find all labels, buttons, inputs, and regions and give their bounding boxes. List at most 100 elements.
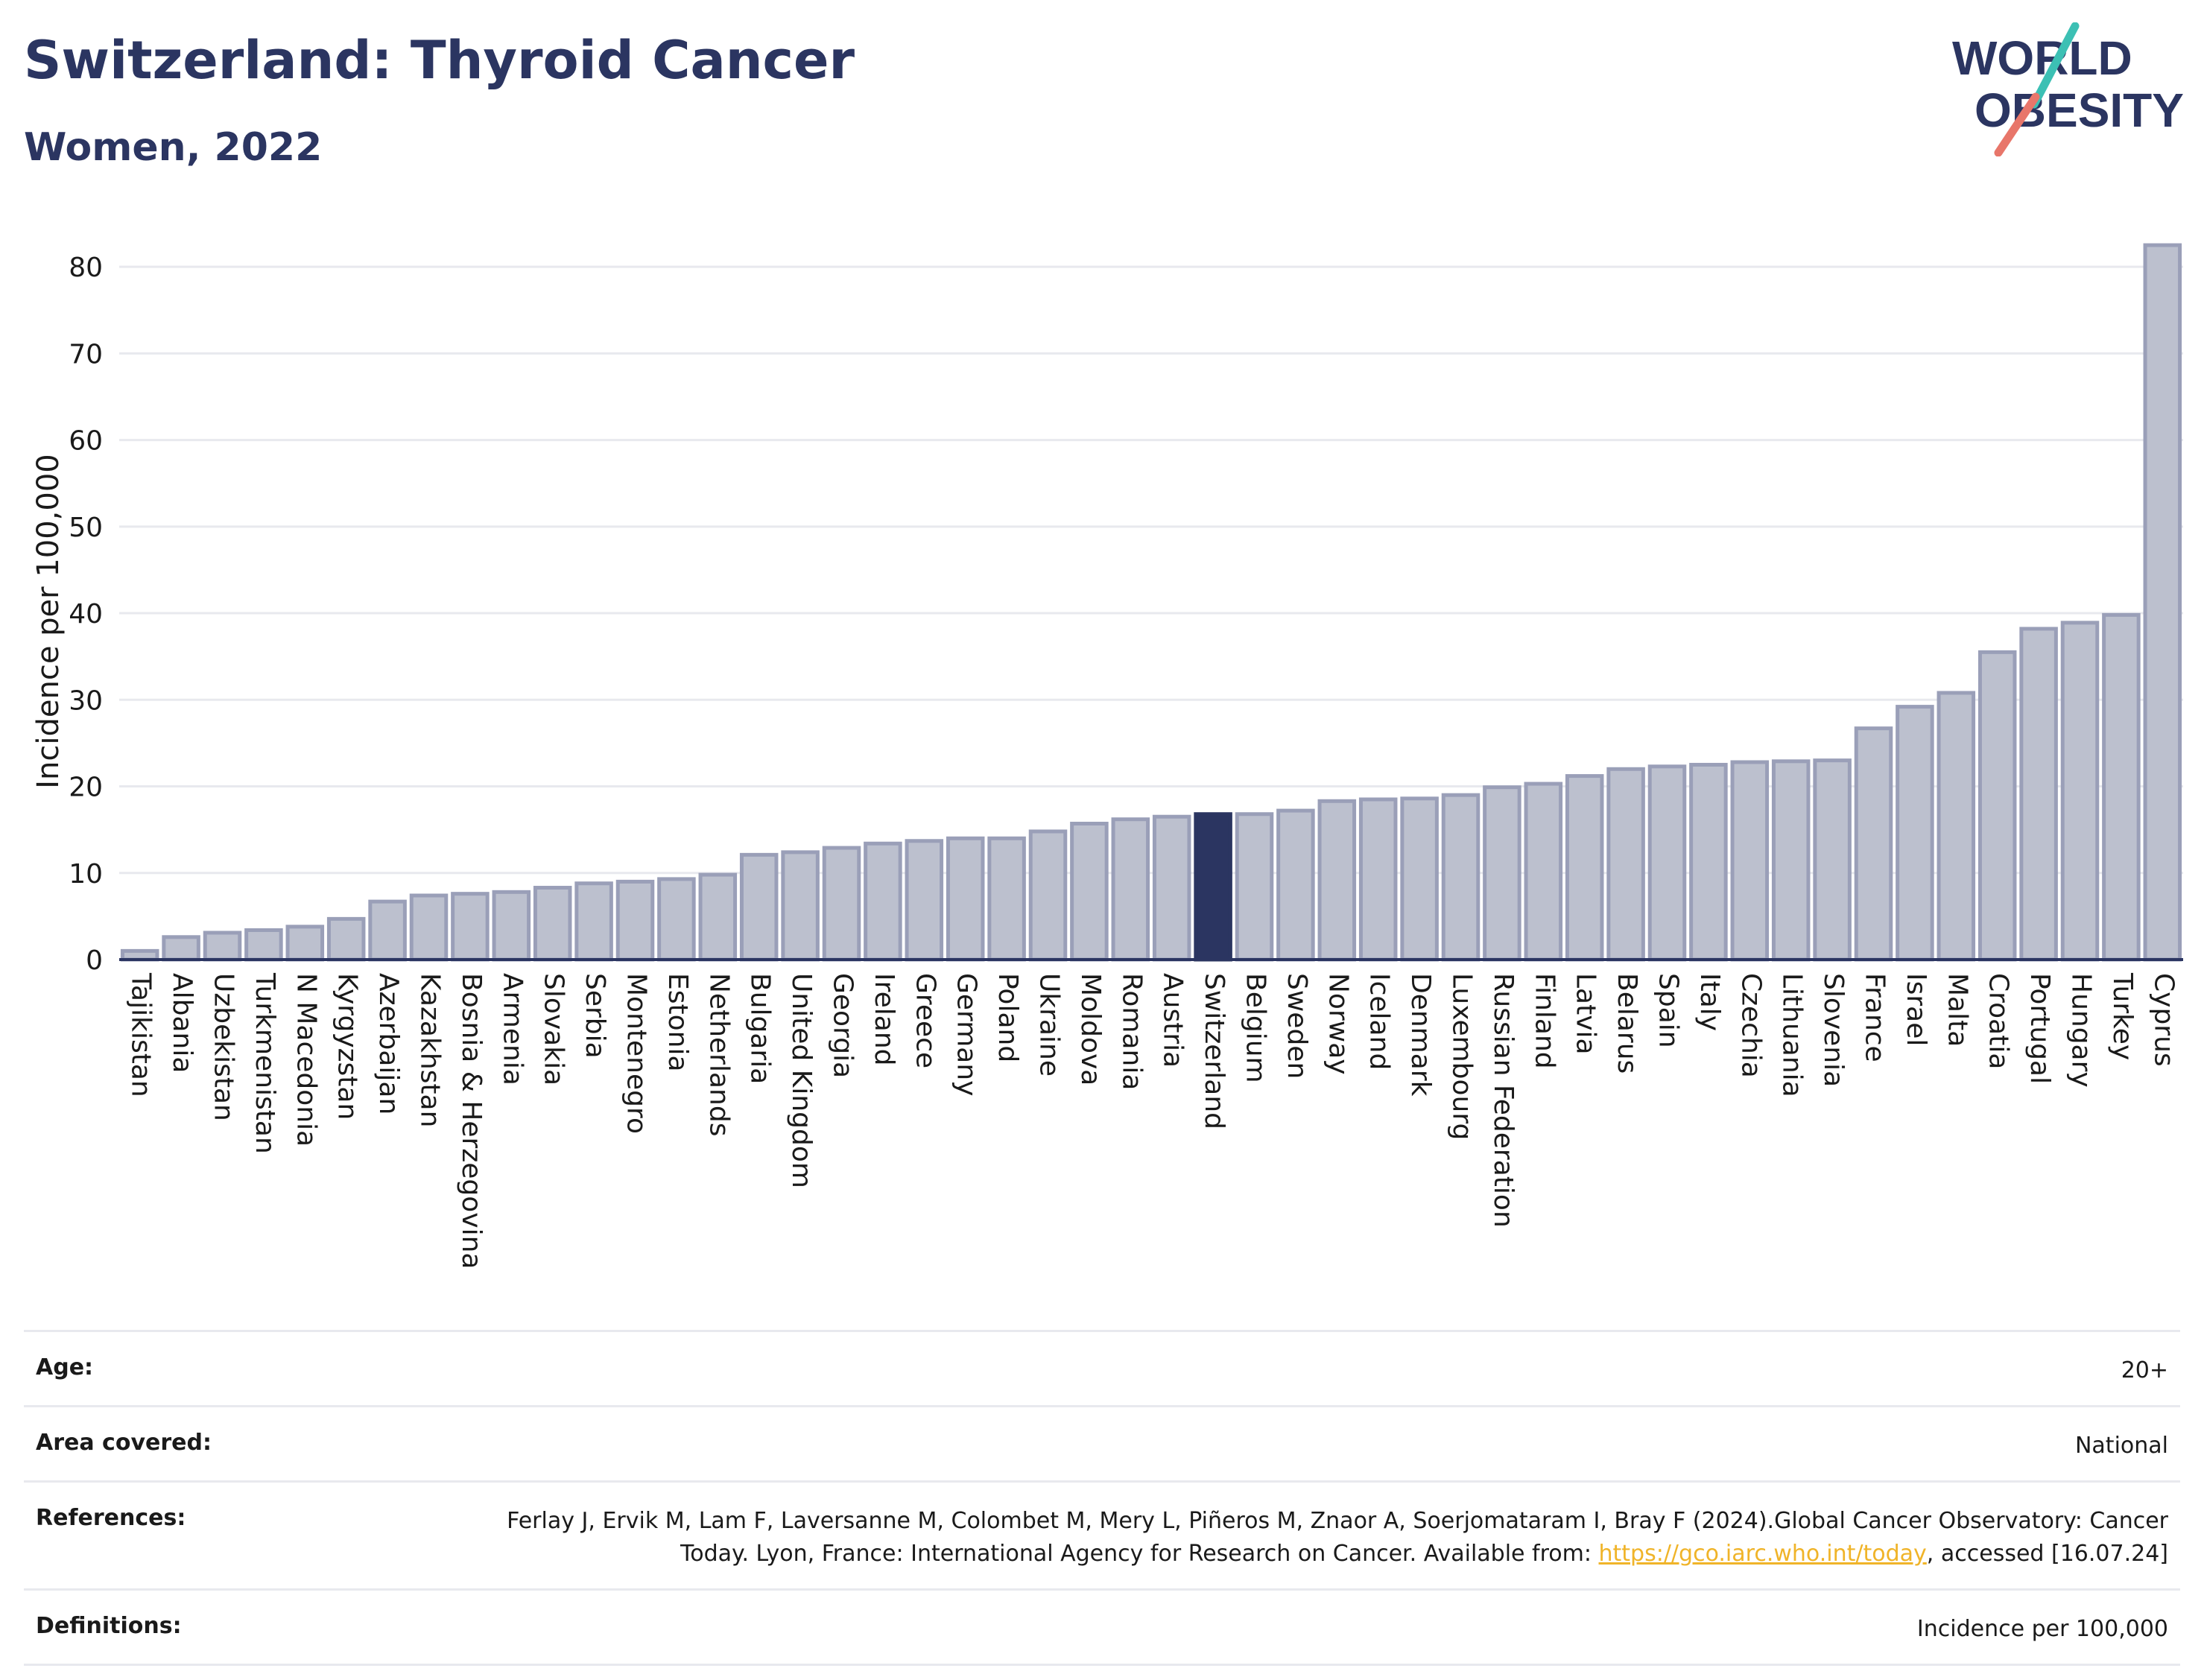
area-label: Area covered: [36,1430,212,1456]
x-tick-label: Albania [167,973,197,1073]
meta-row-definitions: Definitions: Incidence per 100,000 [24,1588,2180,1666]
bar [492,890,531,962]
bar [244,928,283,962]
bar [1813,758,1852,962]
bar [1977,650,2017,962]
world-obesity-logo: WORLD OBESITY [1952,22,2184,156]
y-tick-label: 70 [69,339,103,370]
definitions-label: Definitions: [36,1613,182,1639]
logo-slash-teal [2030,22,2080,109]
page-title: Switzerland: Thyroid Cancer [24,30,855,91]
meta-row-area: Area covered: National [24,1405,2180,1480]
bar [987,836,1026,962]
bar [1647,764,1687,962]
x-tick-label: Estonia [662,973,693,1072]
x-tick-label: Kyrgyzstan [332,973,363,1120]
bar [1317,799,1357,962]
y-tick-label: 0 [86,945,103,976]
logo-line-1: WORLD [1952,31,2132,85]
x-tick-label: Slovenia [1818,973,1849,1087]
x-tick-label: Turkey [2107,972,2138,1060]
bar [2060,621,2100,962]
x-tick-label: Spain [1653,973,1684,1048]
page-subtitle: Women, 2022 [24,125,323,170]
bar [657,877,696,962]
bar [1276,808,1315,962]
bar-chart: 0 10 20 30 40 50 60 70 80 Incidence per 100,000 Ta… [31,243,2183,1269]
bar [615,879,655,962]
bar [822,846,861,962]
y-tick-label: 20 [69,773,103,803]
x-tick-label: Azerbaijan [373,973,404,1115]
bar [162,935,200,962]
bar [739,852,779,962]
x-tick-label: Latvia [1571,973,1601,1055]
x-tick-label: Portugal [2024,973,2055,1084]
bar [409,893,449,962]
x-tick-label: Belgium [1241,973,1271,1083]
bar [1070,822,1109,962]
references-text: Ferlay J, Ervik M, Lam F, Laversanne M, … [507,1508,2168,1567]
x-tick-label: Poland [992,973,1023,1062]
metadata-table: Age: 20+ Area covered: National Referenc… [24,1330,2180,1666]
bar [905,839,944,962]
bar [1028,829,1068,962]
x-tick-label: Greece [910,973,940,1068]
references-value: Ferlay J, Ervik M, Lam F, Laversanne M, … [455,1505,2168,1570]
x-tick-label: Romania [1116,973,1147,1090]
x-tick-label: Lithuania [1777,973,1808,1097]
y-tick-label: 10 [69,859,103,890]
bar [1565,774,1604,962]
meta-row-age: Age: 20+ [24,1330,2180,1405]
bar [1854,726,1893,962]
bar [2019,627,2058,962]
x-tick-label: Iceland [1364,973,1395,1070]
x-tick-label: Ukraine [1034,973,1065,1077]
y-tick-label: 50 [69,513,103,543]
bar [1524,782,1563,962]
bar [1400,796,1439,962]
bar [533,886,572,962]
x-tick-label: Malta [1942,973,1972,1047]
bar [781,850,820,962]
x-tick-label: Switzerland [1199,973,1229,1129]
bar [451,892,490,962]
bar [1606,767,1645,962]
bar [2102,612,2141,962]
x-tick-label: Austria [1158,973,1188,1068]
x-tick-label: Czechia [1735,973,1766,1078]
bar [1483,785,1521,962]
x-tick-label: Finland [1529,973,1559,1069]
meta-row-references: References: Ferlay J, Ervik M, Lam F, La… [24,1480,2180,1588]
x-tick-label: N Macedonia [291,973,321,1147]
x-tick-label: Serbia [580,973,610,1059]
references-link[interactable]: https://gco.iarc.who.int/today [1598,1541,1927,1567]
x-tick-label: Bosnia & Herzegovina [456,973,487,1269]
logo-slash-coral [1994,92,2040,156]
x-tick-label: Russian Federation [1488,973,1519,1228]
x-tick-label: Cyprus [2148,973,2179,1067]
y-tick-label: 80 [69,253,103,283]
bar [1937,691,1976,962]
bar [368,899,407,962]
x-tick-label: Luxembourg [1447,973,1478,1140]
logo-line-2: OBESITY [1975,83,2184,137]
bar [285,925,325,962]
age-value: 20+ [2121,1357,2168,1383]
highlight-bar [1194,812,1232,962]
references-accessed: , accessed [16.07.24] [1926,1541,2168,1567]
x-tick-label: Slovakia [539,973,569,1085]
y-tick-label: 30 [69,685,103,716]
bar [574,881,613,962]
x-tick-label: Armenia [497,973,528,1085]
x-tick-label: France [1860,973,1890,1062]
bar [2143,243,2182,962]
bar [203,931,242,962]
x-tick-label: Montenegro [621,973,652,1134]
x-tick-label: United Kingdom [786,973,817,1188]
x-tick-label: Israel [1901,973,1931,1046]
bar [1896,705,1934,962]
bar [1152,814,1191,962]
references-label: References: [36,1505,186,1531]
y-tick-label: 40 [69,599,103,630]
